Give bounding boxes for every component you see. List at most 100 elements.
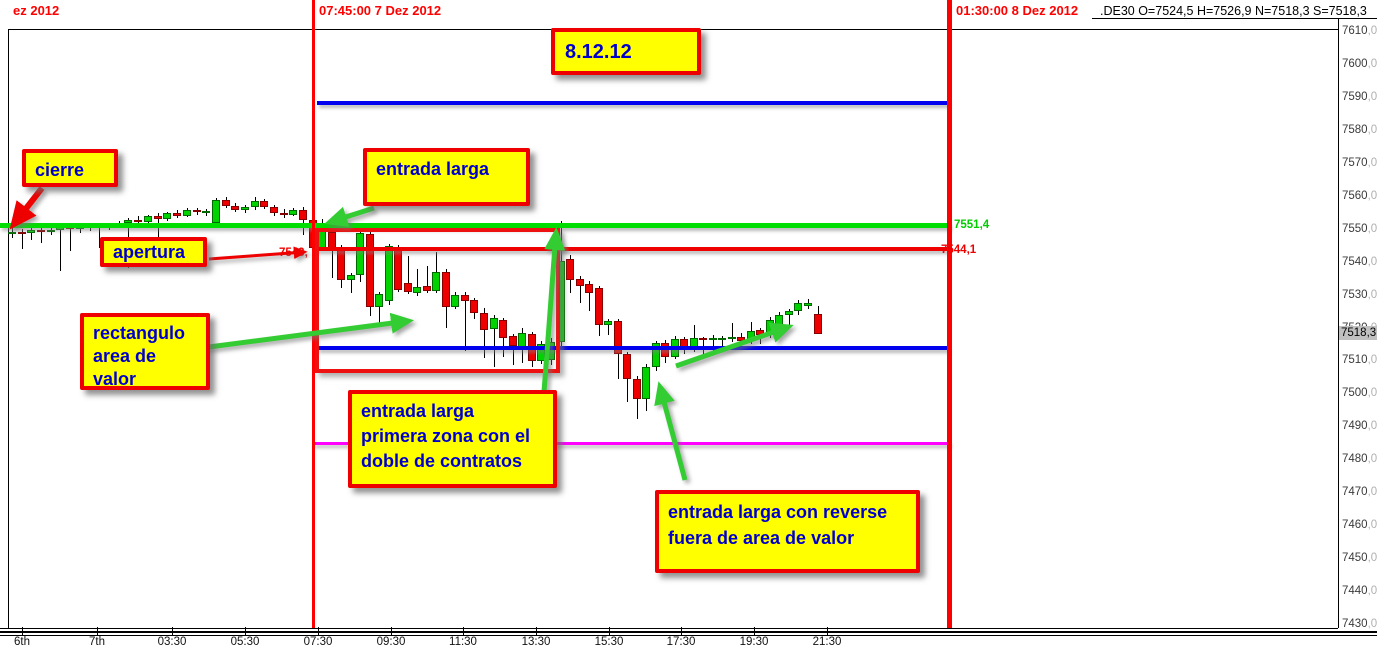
candle-body xyxy=(423,286,431,291)
y-axis-tick-label: 7530,0 xyxy=(1342,288,1377,301)
candle-body xyxy=(356,232,364,276)
candle-body xyxy=(814,313,822,335)
candle-body xyxy=(385,246,393,302)
candle-body xyxy=(566,259,574,280)
y-axis-tick-label: 7470,0 xyxy=(1342,486,1377,499)
candle-body xyxy=(652,342,660,367)
session-start-timestamp: 07:45:00 7 Dez 2012 xyxy=(319,3,442,18)
x-axis-tick-label: 21:30 xyxy=(812,636,842,648)
candle-body xyxy=(193,209,201,213)
candle-body xyxy=(633,378,641,399)
annotation-cierre-text: cierre xyxy=(35,160,85,180)
open-price-label: 7543, xyxy=(279,247,308,259)
candle-wick xyxy=(351,273,352,293)
candle-body xyxy=(461,294,469,302)
y-axis-tick-label: 7560,0 xyxy=(1342,189,1377,202)
red-open-line xyxy=(313,247,948,252)
annotation-rectangulo-text: rectangulo area de valor xyxy=(93,323,186,389)
candle-body xyxy=(775,315,783,329)
y-axis-tick-label: 7490,0 xyxy=(1342,420,1377,433)
candle-wick xyxy=(427,265,428,293)
y-axis-tick-label: 7600,0 xyxy=(1342,57,1377,70)
candle-wick xyxy=(789,308,790,326)
candle-body xyxy=(289,209,297,216)
candle-body xyxy=(699,338,707,341)
candle-body xyxy=(299,209,307,220)
candle-body xyxy=(804,302,812,307)
current-price-tag: 7518,3 xyxy=(1339,326,1377,341)
candle-wick xyxy=(408,256,409,295)
y-axis-tick-label: 7450,0 xyxy=(1342,552,1377,565)
candle-body xyxy=(47,229,55,233)
candle-wick xyxy=(99,223,100,248)
candle-wick xyxy=(80,225,81,233)
green-line-price-label: 7551,4 xyxy=(954,219,990,231)
candle-wick xyxy=(41,228,42,243)
candle-wick xyxy=(206,209,207,217)
annotation-primera-zona: entrada larga primera zona con el doble … xyxy=(348,390,557,488)
candle-body xyxy=(241,206,249,210)
y-axis-tick-label: 7580,0 xyxy=(1342,123,1377,136)
candle-wick xyxy=(417,268,418,296)
x-axis-tick-label: 19:30 xyxy=(739,636,769,648)
annotation-reverse: entrada larga con reverse fuera de area … xyxy=(655,490,920,573)
plot-left-border xyxy=(8,29,9,628)
candle-body xyxy=(585,283,593,293)
time-axis-line-1 xyxy=(0,631,1377,633)
plot-bottom-border xyxy=(0,628,1338,629)
y-axis-tick-label: 7500,0 xyxy=(1342,387,1377,400)
x-axis-tick-label: 07:30 xyxy=(303,636,333,648)
candle-wick xyxy=(60,226,61,271)
x-axis-tick-mark xyxy=(391,627,392,636)
session-line-0130 xyxy=(946,0,952,628)
x-axis-tick-mark xyxy=(681,627,682,636)
annotation-entrada-larga-text: entrada larga xyxy=(376,159,490,179)
red-line-price-label: 7544,1 xyxy=(941,244,977,256)
candle-body xyxy=(202,210,210,213)
y-axis-tick-label: 7440,0 xyxy=(1342,585,1377,598)
candle-body xyxy=(756,330,764,336)
candle-body xyxy=(766,319,774,336)
candle-body xyxy=(154,216,162,220)
x-axis-tick-label: 09:30 xyxy=(376,636,406,648)
x-axis-tick-mark xyxy=(245,627,246,636)
y-axis-tick-label: 7570,0 xyxy=(1342,156,1377,169)
candle-body xyxy=(18,231,26,234)
candle-body xyxy=(509,336,517,346)
session-end-timestamp: 01:30:00 8 Dez 2012 xyxy=(956,3,1079,18)
candle-body xyxy=(718,337,726,340)
candle-body xyxy=(270,206,278,214)
x-axis-tick-mark xyxy=(754,627,755,636)
x-axis-tick-label: 13:30 xyxy=(521,636,551,648)
candle-wick xyxy=(303,206,304,235)
candle-body xyxy=(737,337,745,342)
x-axis-tick-label: 03:30 xyxy=(157,636,187,648)
y-axis-tick-label: 7460,0 xyxy=(1342,519,1377,532)
x-axis-tick-mark xyxy=(172,627,173,636)
candle-body xyxy=(490,317,498,330)
candle-body xyxy=(747,331,755,341)
candle-body xyxy=(728,337,736,340)
time-axis-line-2 xyxy=(0,635,1377,636)
candle-body xyxy=(709,338,717,341)
session-line-0745 xyxy=(311,0,315,628)
candle-body xyxy=(222,200,230,206)
annotation-date-text: 8.12.12 xyxy=(565,41,632,63)
y-axis-tick-label: 7590,0 xyxy=(1342,90,1377,103)
ohlc-readout: .DE30 O=7524,5 H=7526,9 N=7518,3 S=7518,… xyxy=(1100,4,1367,18)
annotation-reverse-text: entrada larga con reverse fuera de area … xyxy=(668,502,888,548)
candle-body xyxy=(251,201,259,207)
candle-body xyxy=(576,279,584,286)
annotation-cierre: cierre xyxy=(22,149,118,187)
annotation-apertura: apertura xyxy=(100,237,207,267)
x-axis-tick-label: 17:30 xyxy=(666,636,696,648)
y-axis-tick-label: 7550,0 xyxy=(1342,222,1377,235)
candle-body xyxy=(134,219,142,223)
candle-wick xyxy=(31,228,32,240)
candle-body xyxy=(470,300,478,313)
candle-body xyxy=(432,271,440,291)
candle-wick xyxy=(494,314,495,368)
candle-body xyxy=(413,286,421,293)
